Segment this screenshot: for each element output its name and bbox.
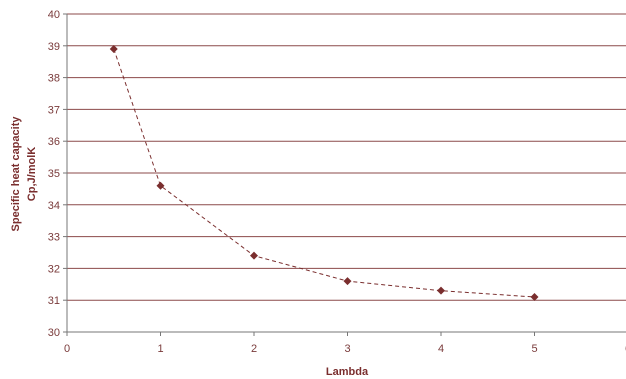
y-axis-title-line-1: Specific heat capacity — [10, 116, 22, 232]
y-tick-label: 35 — [48, 168, 60, 180]
x-tick-label: 4 — [438, 343, 444, 355]
y-tick-label: 36 — [48, 136, 60, 148]
y-tick-label: 33 — [48, 232, 60, 244]
y-tick-label: 34 — [48, 200, 60, 212]
data-point — [250, 252, 258, 260]
data-point — [157, 182, 165, 190]
x-tick-label: 2 — [251, 343, 257, 355]
y-tick-labels: 30 31 32 33 34 35 36 37 38 39 40 — [48, 9, 60, 339]
y-tick-label: 30 — [48, 327, 60, 339]
x-axis-title: Lambda — [326, 366, 369, 378]
y-tick-label: 32 — [48, 263, 60, 275]
y-tick-label: 31 — [48, 295, 60, 307]
x-tick-label: 0 — [64, 343, 70, 355]
y-axis-title-line-2: Cp,J/molK — [26, 147, 38, 201]
y-tick-label: 38 — [48, 73, 60, 85]
x-tick-label: 3 — [344, 343, 350, 355]
x-tick-labels: 0123456 — [64, 343, 626, 355]
data-point — [437, 287, 445, 295]
x-tick-label: 1 — [157, 343, 163, 355]
x-tick-label: 5 — [531, 343, 537, 355]
y-tick-label: 40 — [48, 9, 60, 21]
axes — [63, 14, 626, 336]
y-axis-title: Specific heat capacity Cp,J/molK — [10, 116, 38, 232]
y-tick-label: 39 — [48, 41, 60, 53]
data-point — [344, 277, 352, 285]
y-tick-label: 37 — [48, 104, 60, 116]
